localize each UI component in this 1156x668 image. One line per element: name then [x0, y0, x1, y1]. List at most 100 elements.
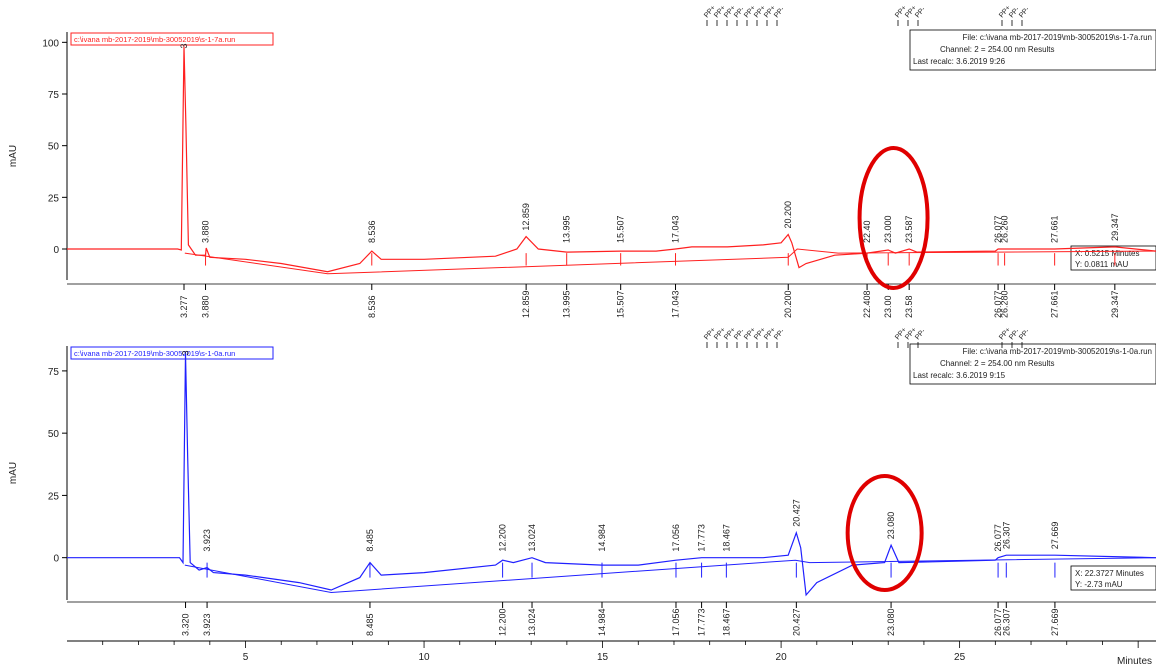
rt-label: 8.485 [365, 613, 375, 636]
peak-label: 8.536 [367, 220, 377, 243]
run-label: c:\ivana mb-2017-2019\mb-30052019\s-1-0a… [70, 346, 274, 360]
peak-label: 27.669 [1050, 522, 1060, 550]
peak-label: 26.077 [993, 524, 1003, 552]
rt-label: 3.923 [202, 613, 212, 636]
rt-label: 29.347 [1110, 290, 1120, 318]
y-tick-label: 75 [48, 367, 60, 378]
top-markers-2-0: PP+PP+PP- [894, 4, 927, 26]
peak-label: 12.859 [521, 203, 531, 231]
rt-label: 8.536 [367, 295, 377, 318]
baseline-trace [184, 557, 1156, 594]
peak-label: 26.307 [1001, 522, 1011, 550]
rt-label: 12.200 [498, 608, 508, 636]
peak-label: 27.661 [1050, 215, 1060, 243]
x-tick-label: 5 [243, 652, 249, 663]
info-channel: Channel: 2 = 254.00 nm Results [940, 45, 1055, 54]
rt-label: 18.467 [721, 608, 731, 636]
info-channel: Channel: 2 = 254.00 nm Results [940, 359, 1055, 368]
signal-trace [67, 353, 1156, 597]
info-box-frame [909, 29, 1156, 71]
info-file: File: c:\ivana mb-2017-2019\mb-30052019\… [963, 33, 1152, 42]
rt-label: 14.984 [597, 608, 607, 636]
info-box: File: c:\ivana mb-2017-2019\mb-30052019\… [909, 343, 1156, 385]
peak-label: 18.467 [721, 524, 731, 552]
signal-trace [67, 46, 1156, 273]
info-recalc: Last recalc: 3.6.2019 9:26 [913, 57, 1006, 66]
run-label-box [70, 32, 274, 46]
run-label-text: c:\ivana mb-2017-2019\mb-30052019\s-1-7a… [74, 35, 235, 44]
rt-label: 26.077 [993, 608, 1003, 636]
retention-time-row: 3.277 3.880 8.536 12.859 13.995 15.507 17.043 2… [67, 283, 1156, 318]
rt-label: 3.880 [201, 295, 211, 318]
cursor-y: Y: 0.0811 mAU [1075, 260, 1128, 269]
peak-label: 3.923 [202, 529, 212, 552]
top-markers-3-0: PP+PP-PP- [998, 4, 1031, 26]
peak-label: 22.40 [862, 220, 872, 243]
panel-1: 0 25 50 75 100 mAU c:\ivana mb-2017-2019\mb-30… [8, 29, 1156, 318]
highlight-ellipse [845, 474, 924, 592]
cursor-x: X: 22.3727 Minutes [1075, 569, 1144, 578]
panel-2: 0 25 50 75 mAU c:\ivana mb-2017-2019\mb-30052… [8, 343, 1156, 636]
cursor-readout: X: 0.5215 Minutes Y: 0.0811 mAU [1070, 245, 1156, 271]
rt-label: 20.200 [783, 290, 793, 318]
info-file: File: c:\ivana mb-2017-2019\mb-30052019\… [963, 347, 1152, 356]
x-axis-label: Minutes [1117, 656, 1152, 667]
peak-label: 12.200 [498, 524, 508, 552]
peak-label: 17.056 [671, 524, 681, 552]
peak-label: 13.995 [562, 215, 572, 243]
run-label: c:\ivana mb-2017-2019\mb-30052019\s-1-7a… [70, 32, 274, 46]
rt-label: 17.773 [697, 608, 707, 636]
rt-label: 22.408 [862, 290, 872, 318]
rt-label: 15.507 [616, 290, 626, 318]
peak-label: 26.260 [1000, 215, 1010, 243]
peak-label: 8.485 [365, 529, 375, 552]
peak-label: 26.077 [993, 215, 1003, 243]
cursor-y: Y: -2.73 mAU [1075, 580, 1123, 589]
rt-label: 27.661 [1050, 290, 1060, 318]
x-tick-label: 15 [597, 652, 609, 663]
y-axis-label: mAU [8, 145, 19, 167]
rt-label: 23.58 [904, 295, 914, 318]
peak-label: 3.880 [201, 220, 211, 243]
rt-label: 17.043 [671, 290, 681, 318]
y-axis-label: mAU [8, 462, 19, 484]
peak-label: 17.773 [697, 524, 707, 552]
rt-label: 3.277 [179, 295, 189, 318]
baseline-trace [184, 248, 1156, 275]
cursor-box [1070, 565, 1156, 591]
rt-label: 20.427 [791, 608, 801, 636]
y-tick-label: 25 [48, 193, 60, 204]
rt-label: 12.859 [521, 290, 531, 318]
peak-label: 20.200 [783, 201, 793, 229]
x-tick-label: 25 [954, 652, 966, 663]
rt-label: 26.280 [1000, 290, 1010, 318]
peak-label: 17.043 [671, 215, 681, 243]
rt-label: 26.307 [1001, 608, 1011, 636]
apex-marker: 3 [181, 350, 191, 355]
peak-label: 15.507 [616, 215, 626, 243]
cursor-x: X: 0.5215 Minutes [1075, 249, 1139, 258]
apex-marker: 3 [179, 43, 189, 48]
info-box-frame [909, 343, 1156, 385]
x-tick-label: 10 [418, 652, 430, 663]
y-tick-label: 50 [48, 429, 60, 440]
run-label-text: c:\ivana mb-2017-2019\mb-30052019\s-1-0a… [74, 349, 235, 358]
retention-time-row: 3.320 3.923 8.485 12.200 13.024 14.984 17.056 1… [67, 601, 1156, 636]
y-tick-label: 75 [48, 90, 60, 101]
peak-label: 29.347 [1110, 213, 1120, 241]
y-tick-label: 50 [48, 142, 60, 153]
highlight-ellipse [857, 146, 930, 290]
peak-label: 23.000 [883, 215, 893, 243]
top-markers-1-1: PP+PP+PP+PP-PP+PP+PP+PP- [703, 326, 786, 348]
rt-label: 23.00 [883, 295, 893, 318]
peak-label: 23.080 [886, 512, 896, 540]
info-box: File: c:\ivana mb-2017-2019\mb-30052019\… [909, 29, 1156, 71]
y-tick-label: 0 [53, 245, 59, 256]
rt-label: 13.995 [562, 290, 572, 318]
peak-label: 23.587 [904, 215, 914, 243]
rt-label: 17.056 [671, 608, 681, 636]
pp-marker: PP- [1018, 327, 1031, 341]
rt-label: 23.080 [886, 608, 896, 636]
y-tick-label: 0 [53, 554, 59, 565]
